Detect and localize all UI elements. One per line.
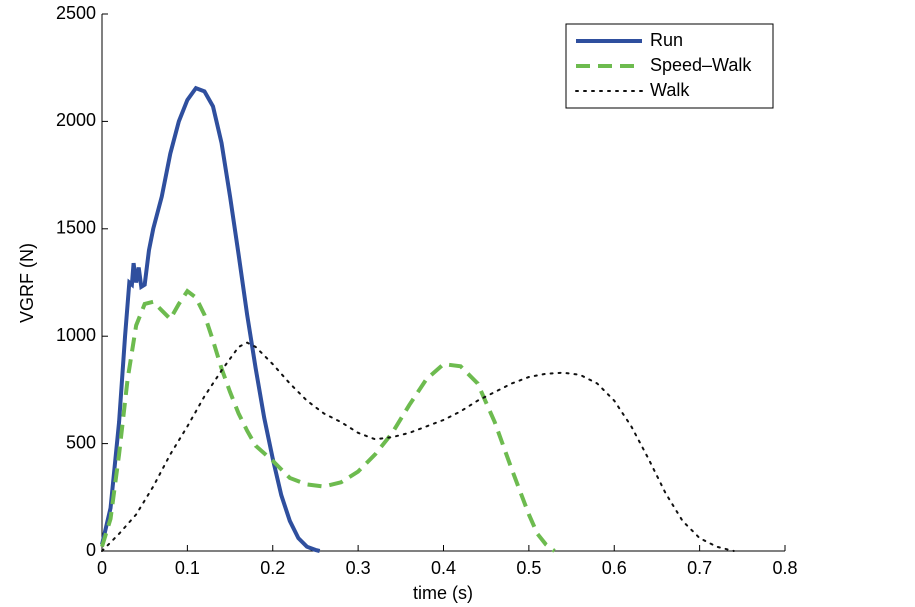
- legend-label: Speed–Walk: [650, 55, 752, 75]
- y-tick-label: 0: [86, 540, 96, 560]
- y-axis-label: VGRF (N): [17, 243, 37, 323]
- x-tick-label: 0.4: [431, 558, 456, 578]
- x-tick-label: 0.2: [260, 558, 285, 578]
- legend-label: Run: [650, 30, 683, 50]
- x-tick-label: 0: [97, 558, 107, 578]
- x-tick-label: 0.7: [687, 558, 712, 578]
- y-tick-label: 2000: [56, 110, 96, 130]
- y-tick-label: 500: [66, 432, 96, 452]
- y-tick-label: 1500: [56, 218, 96, 238]
- x-tick-label: 0.3: [346, 558, 371, 578]
- line-series: [100, 288, 556, 553]
- legend-label: Walk: [650, 80, 690, 100]
- y-tick-label: 2500: [56, 3, 96, 23]
- x-axis-label: time (s): [413, 583, 473, 603]
- x-tick-label: 0.1: [175, 558, 200, 578]
- x-tick-label: 0.8: [772, 558, 797, 578]
- x-tick-label: 0.6: [602, 558, 627, 578]
- x-tick-label: 0.5: [516, 558, 541, 578]
- y-tick-label: 1000: [56, 325, 96, 345]
- line-series: [100, 85, 321, 553]
- line-series: [101, 341, 735, 552]
